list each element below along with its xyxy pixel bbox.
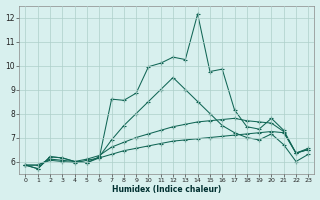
X-axis label: Humidex (Indice chaleur): Humidex (Indice chaleur) — [112, 185, 221, 194]
